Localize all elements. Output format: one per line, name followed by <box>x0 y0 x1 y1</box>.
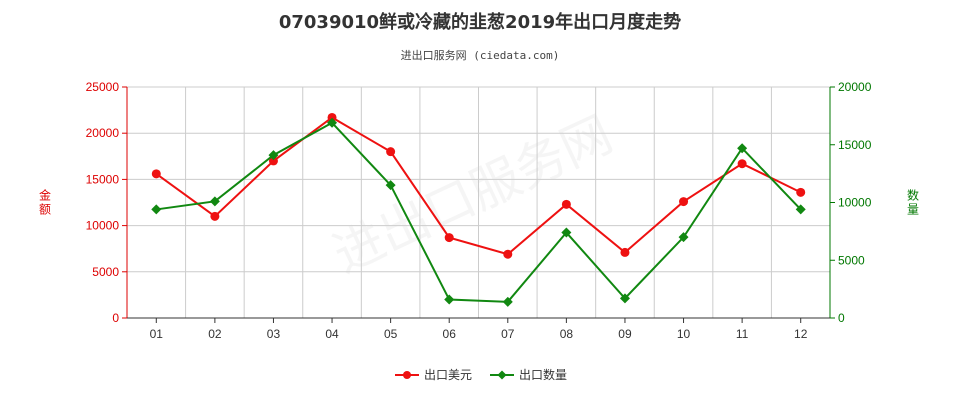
data-point <box>502 296 513 307</box>
y-right-tick-label: 0 <box>838 311 845 325</box>
legend: 出口美元 出口数量 <box>395 367 567 382</box>
x-tick-label: 03 <box>267 327 281 341</box>
legend-marker <box>497 370 507 380</box>
grid-lines <box>126 86 831 319</box>
data-point <box>268 150 279 161</box>
y-right-axis-title: 量 <box>907 203 919 217</box>
x-tick-label: 12 <box>794 327 808 341</box>
legend-label: 出口数量 <box>519 367 567 382</box>
x-tick-label: 09 <box>618 327 632 341</box>
data-point <box>679 197 689 207</box>
series-line <box>155 116 802 256</box>
data-point <box>444 294 455 305</box>
data-point <box>268 156 278 166</box>
data-point <box>444 233 454 243</box>
x-tick-label: 06 <box>443 327 457 341</box>
x-tick-label: 08 <box>560 327 574 341</box>
legend-marker <box>403 371 411 379</box>
data-point <box>151 169 161 179</box>
series-line <box>156 121 802 303</box>
data-point <box>210 211 220 221</box>
y-right-tick-label: 20000 <box>838 80 872 94</box>
x-tick-label: 07 <box>501 327 515 341</box>
data-point <box>209 196 220 207</box>
y-left-tick-label: 20000 <box>86 126 120 140</box>
data-point <box>561 227 572 238</box>
data-point <box>561 199 571 209</box>
data-point <box>737 159 747 169</box>
y-right-tick-label: 5000 <box>838 253 865 267</box>
data-point <box>737 143 748 154</box>
y-left-tick-label: 10000 <box>86 219 120 233</box>
watermark: 进出口服务网 <box>325 105 621 284</box>
data-point <box>151 204 162 215</box>
data-point <box>503 249 513 259</box>
chart-subtitle: 进出口服务网 (ciedata.com) <box>400 49 560 62</box>
x-tick-label: 01 <box>150 327 164 341</box>
x-tick-label: 11 <box>736 327 749 341</box>
y-left-tick-label: 0 <box>112 311 119 325</box>
y-left-axis-title: 金 <box>39 188 51 203</box>
y-right-tick-label: 10000 <box>838 196 872 210</box>
series-lines <box>151 112 806 307</box>
data-point <box>620 247 630 257</box>
y-left-tick-label: 5000 <box>92 265 119 279</box>
data-point <box>796 187 806 197</box>
data-point <box>327 117 338 128</box>
y-left-tick-label: 15000 <box>86 172 120 186</box>
y-left-axis-title: 额 <box>39 203 51 217</box>
data-point <box>619 293 630 304</box>
x-tick-label: 04 <box>325 327 339 341</box>
chart-title: 07039010鲜或冷藏的韭葱2019年出口月度走势 <box>278 12 682 33</box>
data-point <box>795 204 806 215</box>
axes: 0 5000 10000 15000 20000 25000 0 5000 10000 15000… <box>39 80 919 341</box>
data-point <box>385 180 396 191</box>
x-tick-label: 05 <box>384 327 398 341</box>
x-tick-label: 10 <box>677 327 691 341</box>
data-point <box>678 232 689 243</box>
x-tick-label: 02 <box>208 327 222 341</box>
y-right-axis-title: 数 <box>907 188 919 203</box>
y-left-tick-label: 25000 <box>86 80 120 94</box>
data-point <box>327 112 337 122</box>
data-point <box>386 147 396 157</box>
legend-label: 出口美元 <box>424 368 472 382</box>
y-right-tick-label: 15000 <box>838 138 872 152</box>
